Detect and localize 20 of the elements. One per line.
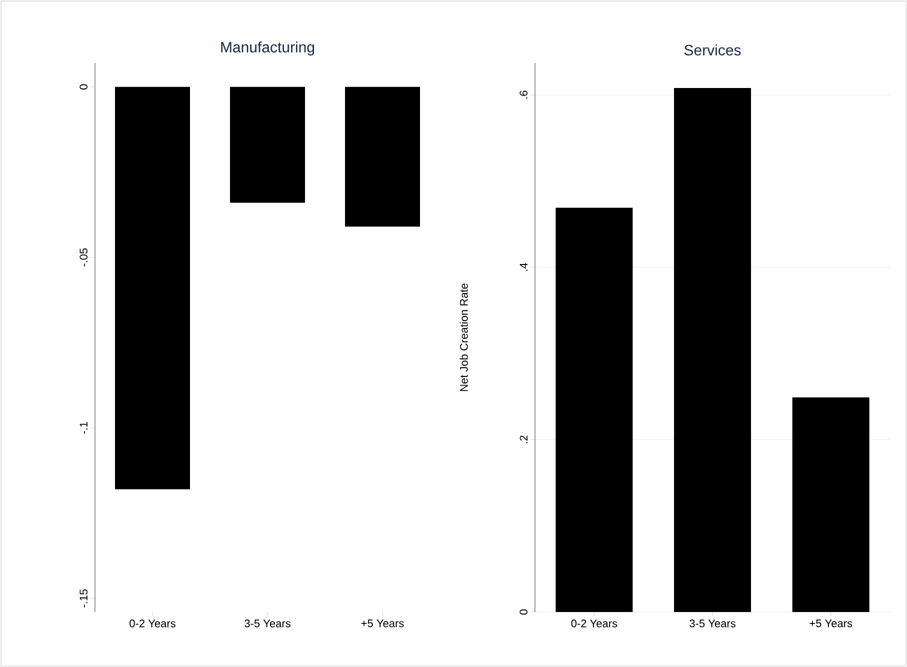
y-tick-label: 0 xyxy=(80,84,88,90)
y-tick-label: .4 xyxy=(520,263,528,271)
x-tick-label: 0-2 Years xyxy=(130,620,176,628)
y-tick-label: -.1 xyxy=(80,422,88,434)
x-tick-label: +5 Years xyxy=(810,620,852,628)
x-tick-label: 0-2 Years xyxy=(571,620,618,628)
bar xyxy=(556,208,633,612)
x-tick-label: 3-5 Years xyxy=(690,620,736,628)
x-tick-label: +5 Years xyxy=(361,620,404,628)
y-tick-label: .6 xyxy=(520,90,528,98)
y-tick-label: -.05 xyxy=(80,248,88,266)
chart-title: Services xyxy=(684,44,741,56)
y-tick-label: -.15 xyxy=(80,589,88,608)
y-axis-title: Net Job Creation Rate xyxy=(460,284,468,392)
chart-title: Manufacturing xyxy=(221,41,314,56)
y-tick-label: .2 xyxy=(520,436,528,444)
y-tick-label: 0 xyxy=(520,609,528,615)
bar xyxy=(792,397,870,612)
bar xyxy=(674,88,752,612)
x-tick-label: 3-5 Years xyxy=(244,620,290,628)
